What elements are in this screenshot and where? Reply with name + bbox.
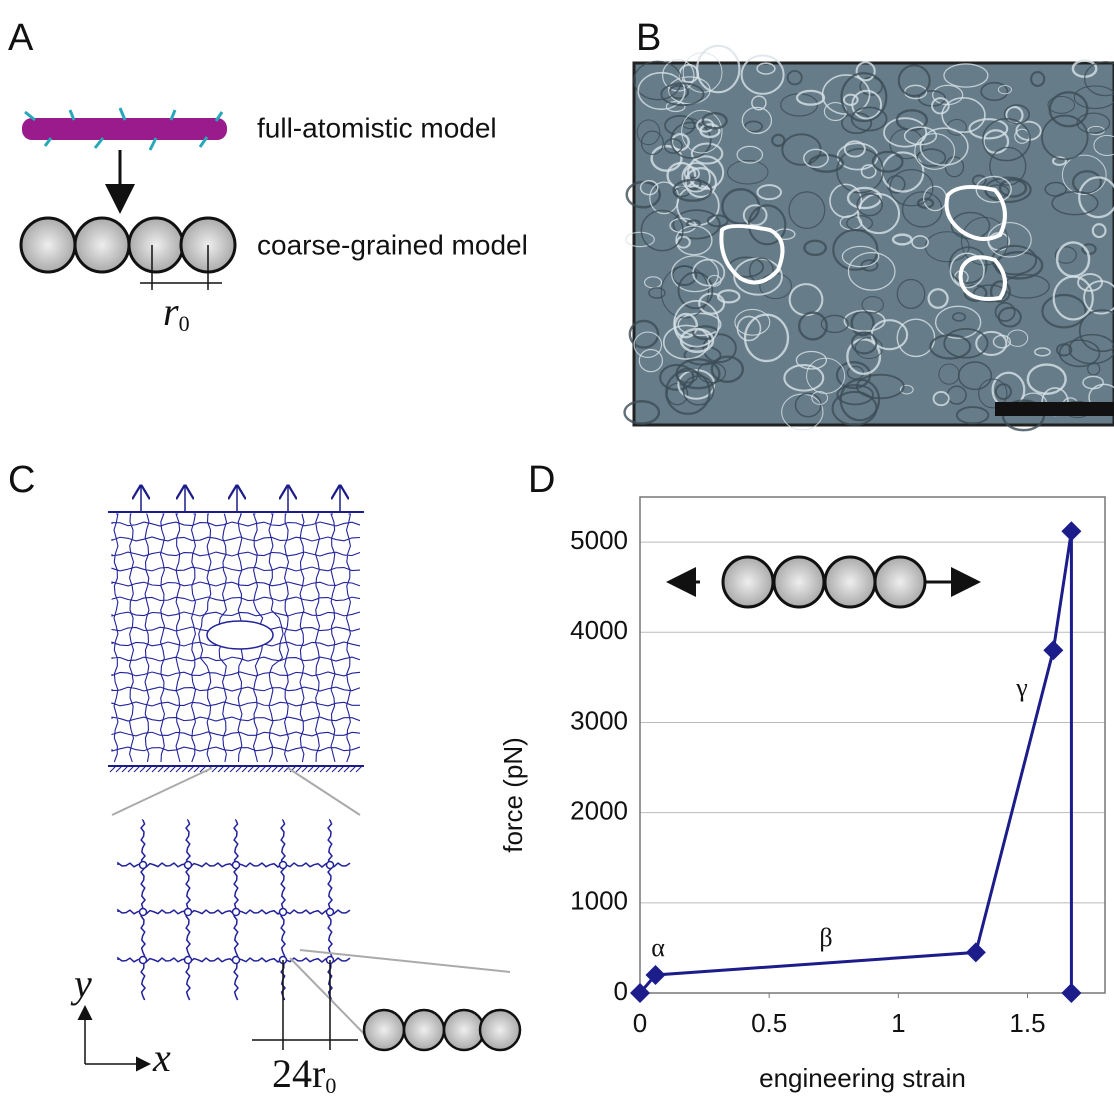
y-tick-label: 5000 bbox=[570, 525, 628, 555]
plot: 0 1000 2000 3000 4000 5000 0 0.5 1 1.5 engineering… bbox=[498, 497, 1105, 1093]
data-point bbox=[966, 942, 986, 962]
crosslink bbox=[327, 909, 334, 916]
scale-bar bbox=[995, 402, 1114, 416]
crosslink bbox=[280, 862, 287, 869]
crosslink bbox=[327, 862, 334, 869]
zoom-lines bbox=[112, 768, 510, 1045]
subscript: 0 bbox=[325, 1073, 336, 1098]
symbol: 24r bbox=[272, 1051, 325, 1096]
y-axis-label: force (pN) bbox=[498, 737, 528, 853]
annotation: γ bbox=[1015, 673, 1028, 702]
crosslink bbox=[233, 909, 240, 916]
crosslink bbox=[185, 909, 192, 916]
y-tick-label: 4000 bbox=[570, 615, 628, 645]
spacing-label: 24r0 bbox=[272, 1051, 336, 1098]
crosslink bbox=[140, 909, 147, 916]
data-point bbox=[1043, 640, 1063, 660]
x-tick-label: 1 bbox=[891, 1008, 905, 1038]
annotation: β bbox=[819, 923, 832, 952]
panel-label: D bbox=[528, 459, 555, 501]
spacing-label: r0 bbox=[163, 289, 190, 336]
crosslink bbox=[233, 957, 240, 964]
panel-label: B bbox=[636, 17, 661, 59]
crosslink bbox=[140, 957, 147, 964]
data-point bbox=[1061, 983, 1081, 1003]
y-tick-label: 1000 bbox=[570, 886, 628, 916]
model-label: coarse-grained model bbox=[257, 229, 528, 260]
micrograph bbox=[625, 46, 1114, 430]
axis-label: x bbox=[152, 1035, 171, 1080]
x-tick-label: 0.5 bbox=[751, 1008, 787, 1038]
y-tick-label: 2000 bbox=[570, 796, 628, 826]
inset-bead bbox=[723, 557, 773, 607]
x-tick-label: 1.5 bbox=[1009, 1008, 1045, 1038]
crosslink bbox=[185, 957, 192, 964]
inset-bead bbox=[825, 557, 875, 607]
x-tick-label: 0 bbox=[633, 1008, 647, 1038]
crack bbox=[207, 621, 273, 649]
y-tick-label: 3000 bbox=[570, 705, 628, 735]
annotation: α bbox=[651, 933, 665, 962]
bead-chain bbox=[364, 1010, 520, 1050]
inset-bead bbox=[875, 557, 925, 607]
coordinate-axes bbox=[85, 1008, 148, 1064]
crosslink bbox=[280, 909, 287, 916]
inset-bead bbox=[774, 557, 824, 607]
subscript: 0 bbox=[179, 311, 190, 336]
crosslink bbox=[233, 862, 240, 869]
figure: A full-atomistic model coarse-grained mo… bbox=[0, 0, 1114, 1098]
y-tick-label: 0 bbox=[614, 976, 628, 1006]
panel-label: A bbox=[8, 17, 34, 59]
crosslink bbox=[185, 862, 192, 869]
atomistic-molecule bbox=[22, 108, 227, 150]
data-point bbox=[1061, 521, 1081, 541]
x-axis-label: engineering strain bbox=[759, 1063, 966, 1093]
zoom-grid bbox=[118, 820, 350, 1000]
network-mesh bbox=[108, 486, 364, 772]
bead-chain bbox=[21, 218, 235, 272]
panel-label: C bbox=[8, 459, 35, 501]
symbol: r bbox=[163, 289, 179, 334]
model-label: full-atomistic model bbox=[257, 112, 497, 143]
axis-label: y bbox=[70, 961, 92, 1006]
crosslink bbox=[140, 862, 147, 869]
